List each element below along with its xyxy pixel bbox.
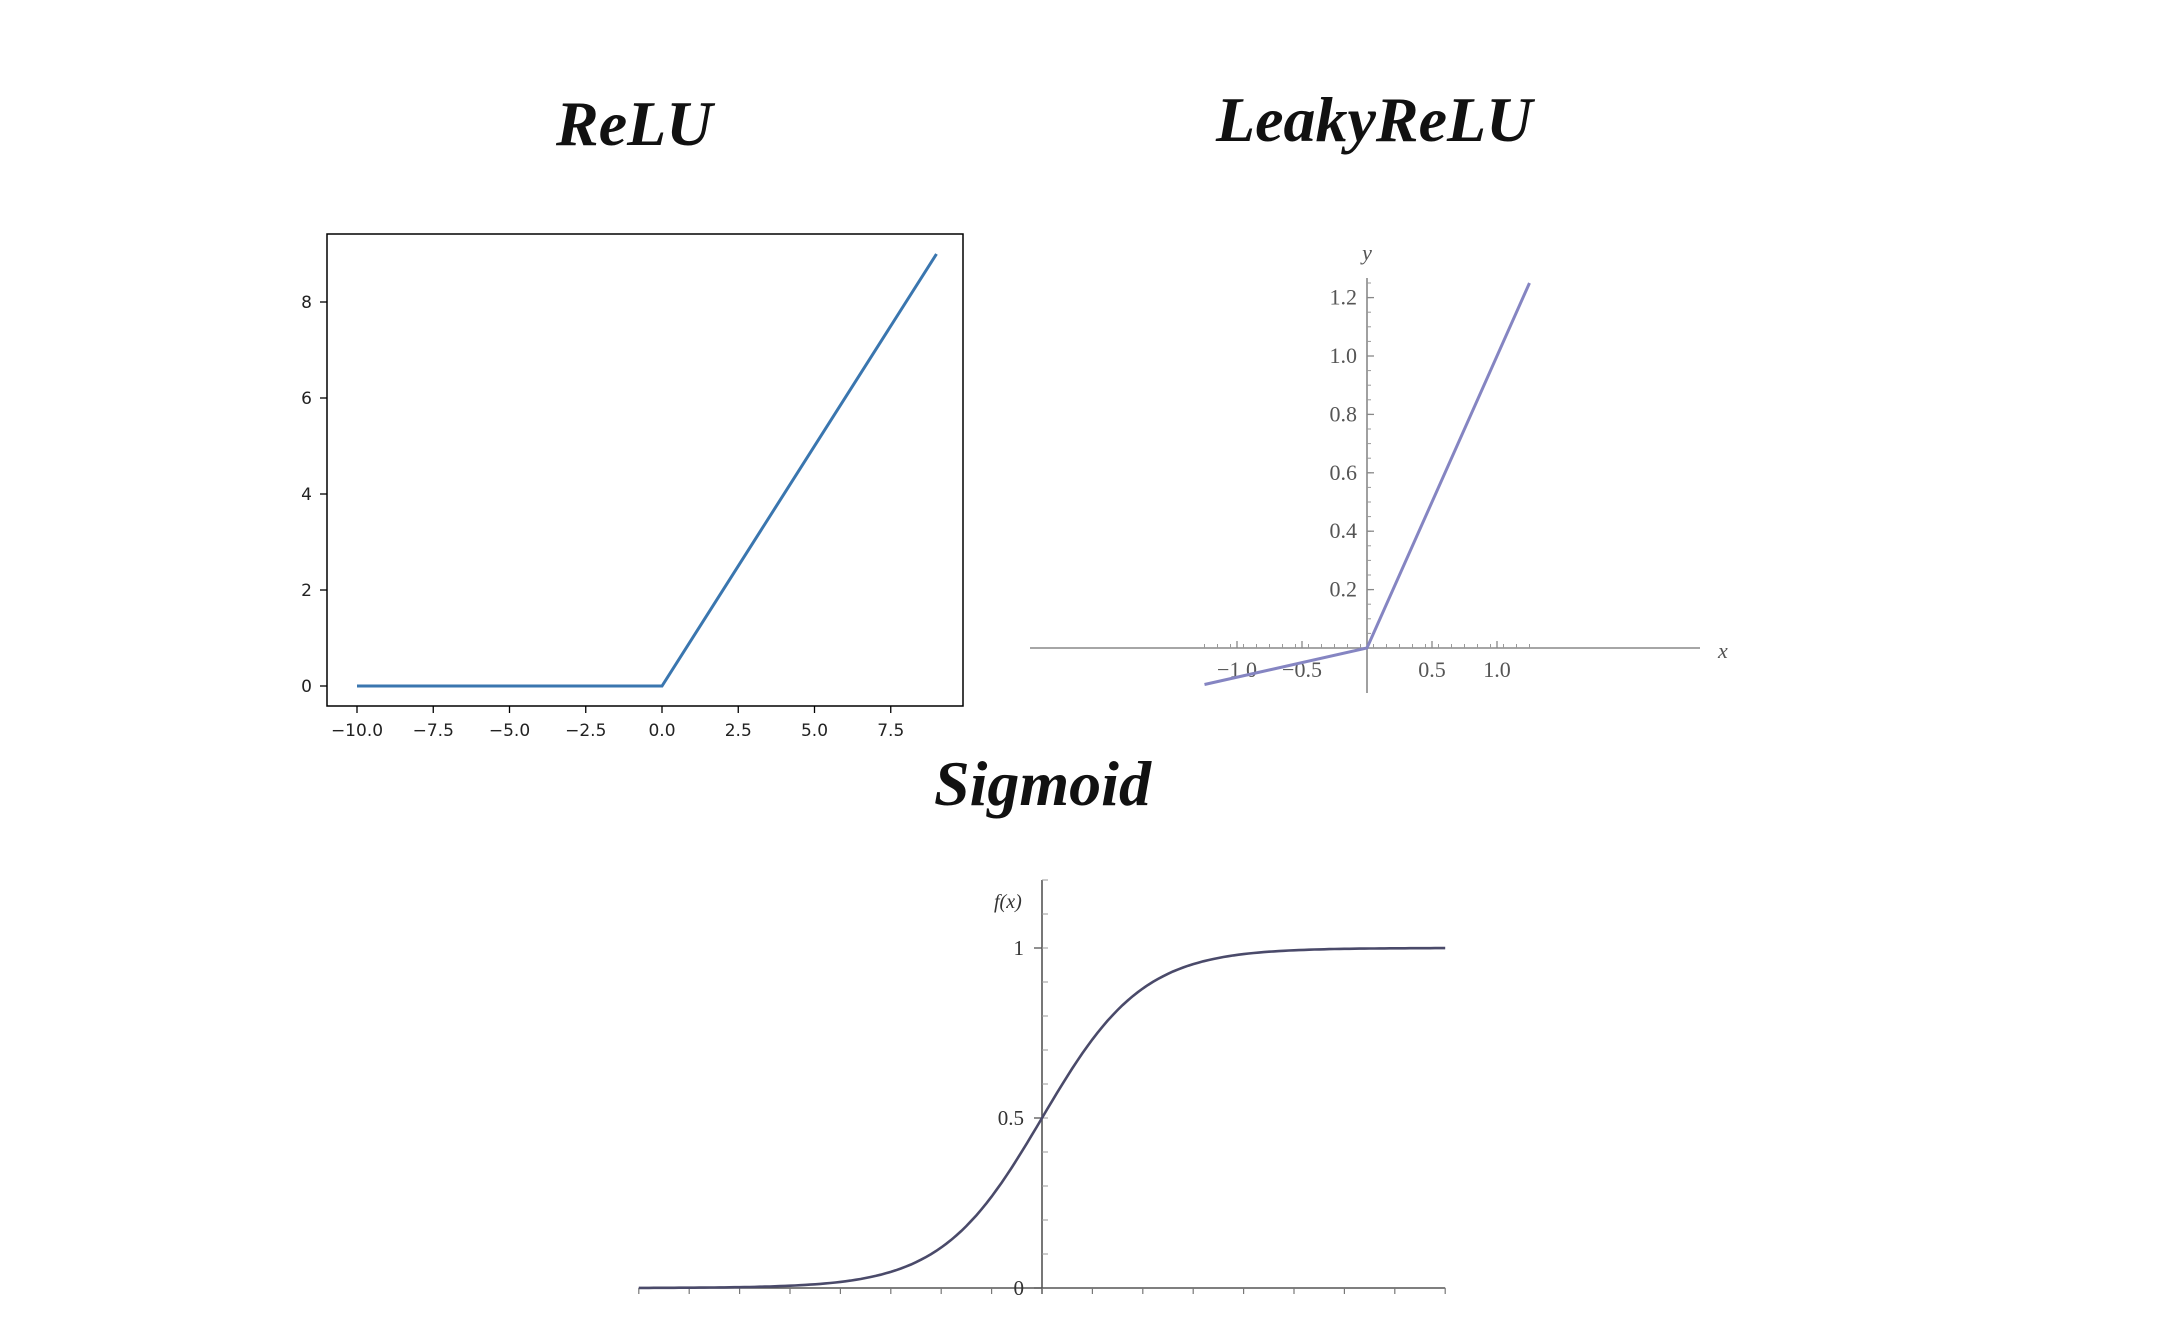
leaky-y-tick-label: 0.4: [1330, 518, 1358, 543]
relu-x-tick-label: 7.5: [877, 721, 904, 741]
leaky-x-tick-label: 1.0: [1483, 657, 1511, 682]
sigmoid-y-tick-label: 0.5: [998, 1106, 1024, 1130]
leaky-y-tick-label: 1.2: [1330, 285, 1358, 310]
leaky-series-line: [1204, 282, 1531, 686]
leakyrelu-title: LeakyReLU: [1216, 84, 1533, 155]
leaky-x-tick-label: 0.5: [1418, 657, 1446, 682]
relu-series-line: [357, 253, 938, 688]
relu-x-tick-label: −5.0: [489, 721, 530, 741]
sigmoid-title: Sigmoid: [934, 748, 1151, 819]
relu-x-tick-label: 0.0: [648, 721, 675, 741]
relu-y-tick-label: 0: [301, 677, 312, 697]
leaky-y-axis-label: y: [1360, 240, 1372, 265]
relu-y-tick-label: 4: [301, 485, 312, 505]
leaky-x-axis-label: x: [1717, 638, 1728, 663]
leaky-y-tick-label: 1.0: [1330, 343, 1358, 368]
leaky-y-tick-label: 0.8: [1330, 401, 1358, 426]
relu-x-tick-label: −7.5: [413, 721, 454, 741]
relu-y-tick-label: 8: [301, 293, 312, 313]
sigmoid-series-line: [638, 946, 1446, 1290]
leaky-y-tick-label: 0.6: [1330, 460, 1358, 485]
relu-title: ReLU: [556, 88, 713, 159]
relu-x-tick-label: −2.5: [565, 721, 606, 741]
sigmoid-y-tick-label: 1: [1014, 936, 1025, 960]
sigmoid-y-axis-label: f(x): [994, 891, 1022, 913]
relu-plot-frame: [326, 233, 964, 707]
relu-y-tick-label: 6: [301, 389, 312, 409]
sigmoid-y-tick-label: 0: [1014, 1276, 1025, 1300]
leaky-y-tick-label: 0.2: [1330, 577, 1358, 602]
relu-x-tick-label: 5.0: [801, 721, 828, 741]
relu-x-tick-label: 2.5: [725, 721, 752, 741]
relu-y-tick-label: 2: [301, 581, 312, 601]
relu-x-tick-label: −10.0: [331, 721, 383, 741]
